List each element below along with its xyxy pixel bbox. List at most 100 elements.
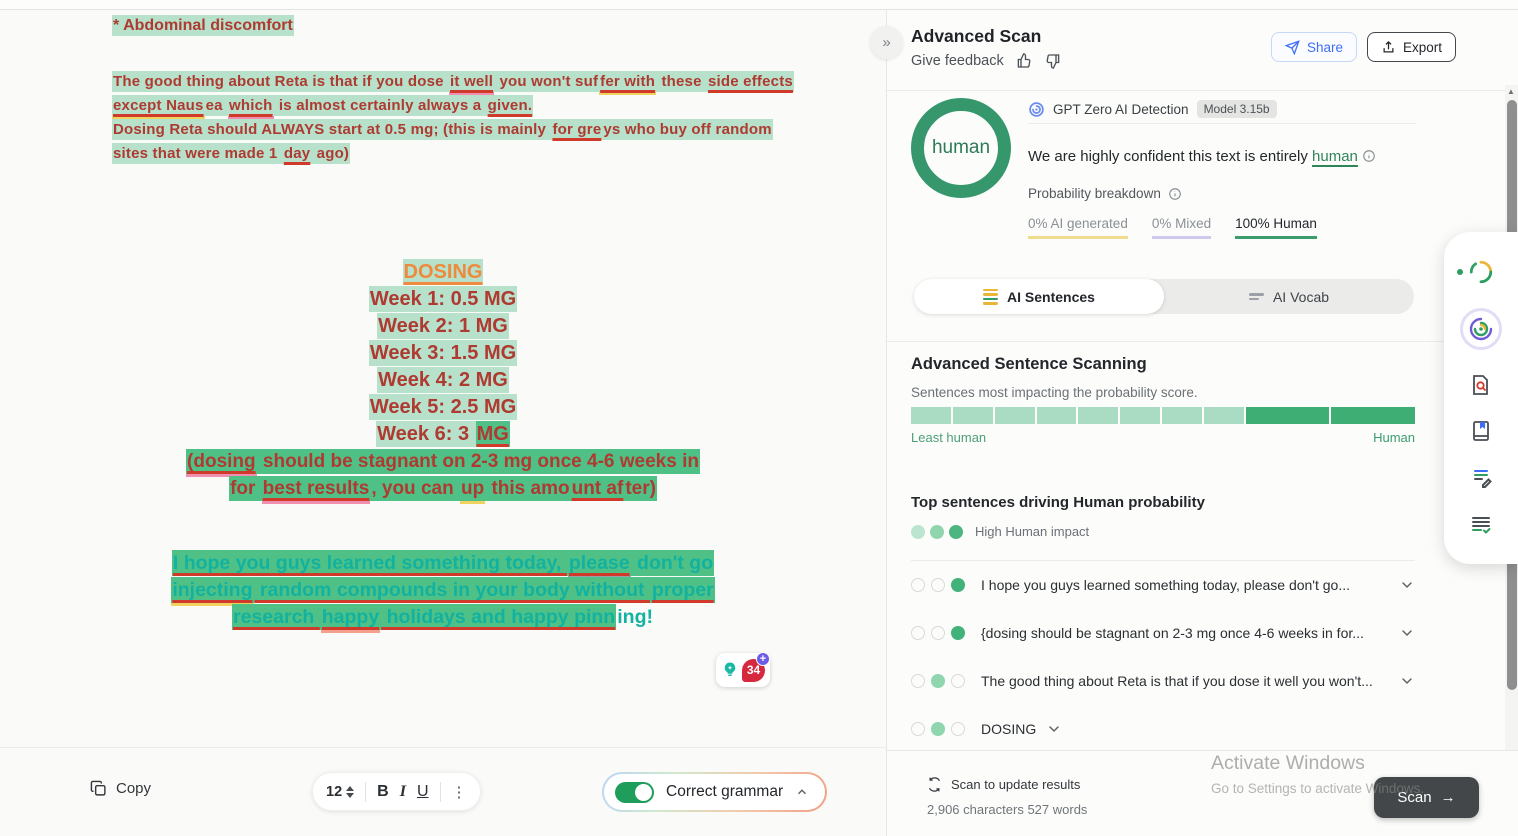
thumbs-up-icon[interactable] (1015, 52, 1033, 70)
document-edit-icon (1474, 469, 1492, 488)
italic-button[interactable]: I (399, 782, 406, 800)
more-options-icon[interactable]: ⋮ (451, 783, 467, 801)
tool-ai-detector-active[interactable] (1460, 307, 1502, 350)
impact-bar-segment (911, 407, 951, 424)
copy-button[interactable]: Copy (90, 780, 151, 797)
gptzero-logo-icon (1029, 101, 1044, 117)
tool-summary-check[interactable] (1469, 513, 1493, 537)
doc-text-segment: which (228, 95, 274, 116)
doc-text-segment: Week 6: 3 (376, 421, 476, 447)
doc-text-segment: injecting (171, 577, 254, 603)
impact-dot-icon (931, 578, 945, 592)
feedback-row: Give feedback (911, 52, 1062, 70)
chevron-down-icon[interactable] (1046, 721, 1062, 737)
doc-text-segment: unt af (570, 476, 625, 501)
doc-text-segment: given. (486, 95, 534, 116)
tab-label: AI Sentences (1007, 288, 1095, 305)
section-title-sentence-scanning: Advanced Sentence Scanning (911, 355, 1147, 373)
scroll-up-icon[interactable]: ▲ (1507, 87, 1515, 96)
panel-footer: Scan to update results 2,906 characters … (887, 750, 1518, 836)
impact-dots (911, 578, 965, 592)
doc-text-segment: sites that were made 1 (112, 143, 283, 164)
correct-grammar-toggle[interactable] (615, 781, 654, 803)
stepper-arrows-icon[interactable] (346, 785, 355, 798)
suggestion-count-badge[interactable]: 34 + (742, 651, 770, 682)
scan-button[interactable]: Scan → (1374, 777, 1479, 818)
chevron-down-icon[interactable] (1399, 625, 1415, 641)
tab-ai-vocab[interactable]: AI Vocab (1164, 279, 1414, 314)
tool-plagiarism-check[interactable] (1469, 373, 1493, 397)
doc-block-intro[interactable]: The good thing about Reta is that if you… (112, 70, 794, 166)
page-title: Advanced Scan (911, 26, 1042, 46)
document-editor[interactable]: * Abdominal discomfort The good thing ab… (0, 0, 886, 836)
doc-block-outro[interactable]: I hope you guys learned something today,… (28, 550, 858, 631)
divider (365, 781, 367, 802)
doc-text-segment: should be stagnant on 2-3 mg once 4-6 we… (256, 449, 700, 474)
tab-ai-sentences[interactable]: AI Sentences (914, 279, 1164, 314)
doc-text-segment: don't go (630, 550, 715, 576)
probability-breakdown-row: Probability breakdown (1028, 186, 1182, 201)
doc-block-side-effects[interactable]: * Abdominal discomfort (112, 14, 294, 38)
impact-dot-icon (951, 674, 965, 688)
underline-button[interactable]: U (416, 782, 429, 800)
paper-plane-icon (1284, 39, 1300, 55)
font-size-stepper[interactable]: 12 (326, 784, 355, 800)
confidence-statement: We are highly confident this text is ent… (1028, 148, 1376, 165)
doc-text-segment: Week 4: 2 MG (377, 367, 509, 393)
export-button[interactable]: Export (1366, 32, 1456, 62)
impact-bar-segment (1162, 407, 1202, 424)
impact-dot-icon (931, 722, 945, 736)
impact-dot-icon (911, 722, 925, 736)
tool-citations[interactable] (1469, 419, 1493, 443)
doc-text-segment: this amo (485, 476, 571, 501)
panel-header: Advanced Scan Give feedback Share (887, 10, 1518, 90)
doc-text-segment: research (232, 604, 321, 630)
doc-block-dosing[interactable]: DOSING Week 1: 0.5 MG Week 2: 1 MG Week 3: … (28, 259, 858, 502)
stat-ai-generated: 0% AI generated (1028, 216, 1128, 239)
sentence-row[interactable]: DOSING (911, 705, 1415, 753)
correct-grammar-control[interactable]: Correct grammar (602, 772, 827, 812)
stat-human: 100% Human (1235, 216, 1317, 239)
doc-text-segment: Week 3: 1.5 MG (368, 340, 518, 366)
legend-dots (911, 524, 963, 539)
result-tabs: AI Sentences AI Vocab (914, 279, 1414, 314)
suggestion-count: 34 (746, 663, 761, 677)
chevron-down-icon[interactable] (1399, 673, 1415, 689)
impact-bar-segment (994, 407, 1035, 424)
info-icon[interactable] (1362, 149, 1376, 163)
plus-icon: + (756, 651, 770, 666)
doc-text-segment: * Abdominal discomfort (112, 15, 294, 36)
tool-scan-status[interactable] (1457, 259, 1494, 285)
doc-text-segment: it well (449, 71, 495, 92)
divider (1028, 123, 1416, 124)
sentence-text: DOSING (981, 721, 1037, 737)
share-button[interactable]: Share (1270, 32, 1357, 62)
sentence-row[interactable]: The good thing about Reta is that if you… (911, 657, 1415, 705)
impact-dot-icon (951, 722, 965, 736)
writing-assistant-widget[interactable]: 34 + (716, 651, 770, 687)
bar-label-least-human: Least human (911, 430, 987, 445)
tool-writing-feedback[interactable] (1469, 466, 1493, 490)
sentence-row[interactable]: {dosing should be stagnant on 2-3 mg onc… (911, 609, 1415, 657)
stat-mixed: 0% Mixed (1151, 216, 1212, 239)
character-word-count: 2,906 characters 527 words (927, 802, 1088, 817)
give-feedback-label: Give feedback (911, 53, 1004, 69)
legend-dot-icon (911, 524, 925, 539)
thumbs-down-icon[interactable] (1044, 52, 1062, 70)
impact-dot-icon (931, 626, 945, 640)
collapse-panel-button[interactable]: » (870, 26, 903, 59)
doc-text-segment: up (459, 476, 486, 501)
probability-stats: 0% AI generated 0% Mixed 100% Human (1028, 216, 1317, 239)
chevron-up-icon[interactable] (795, 785, 809, 799)
vocab-icon (1248, 293, 1264, 300)
share-label: Share (1306, 39, 1343, 55)
header-buttons: Share Export (1270, 32, 1456, 62)
doc-text-segment: MG (475, 421, 510, 447)
sentence-row[interactable]: I hope you guys learned something today,… (911, 561, 1415, 609)
bold-button[interactable]: B (377, 782, 389, 800)
chevron-down-icon[interactable] (1399, 577, 1415, 593)
impact-dot-icon (951, 578, 965, 592)
info-icon[interactable] (1168, 187, 1182, 201)
sentence-text: {dosing should be stagnant on 2-3 mg onc… (981, 625, 1364, 641)
doc-text-segment: you won't suf (494, 71, 600, 92)
